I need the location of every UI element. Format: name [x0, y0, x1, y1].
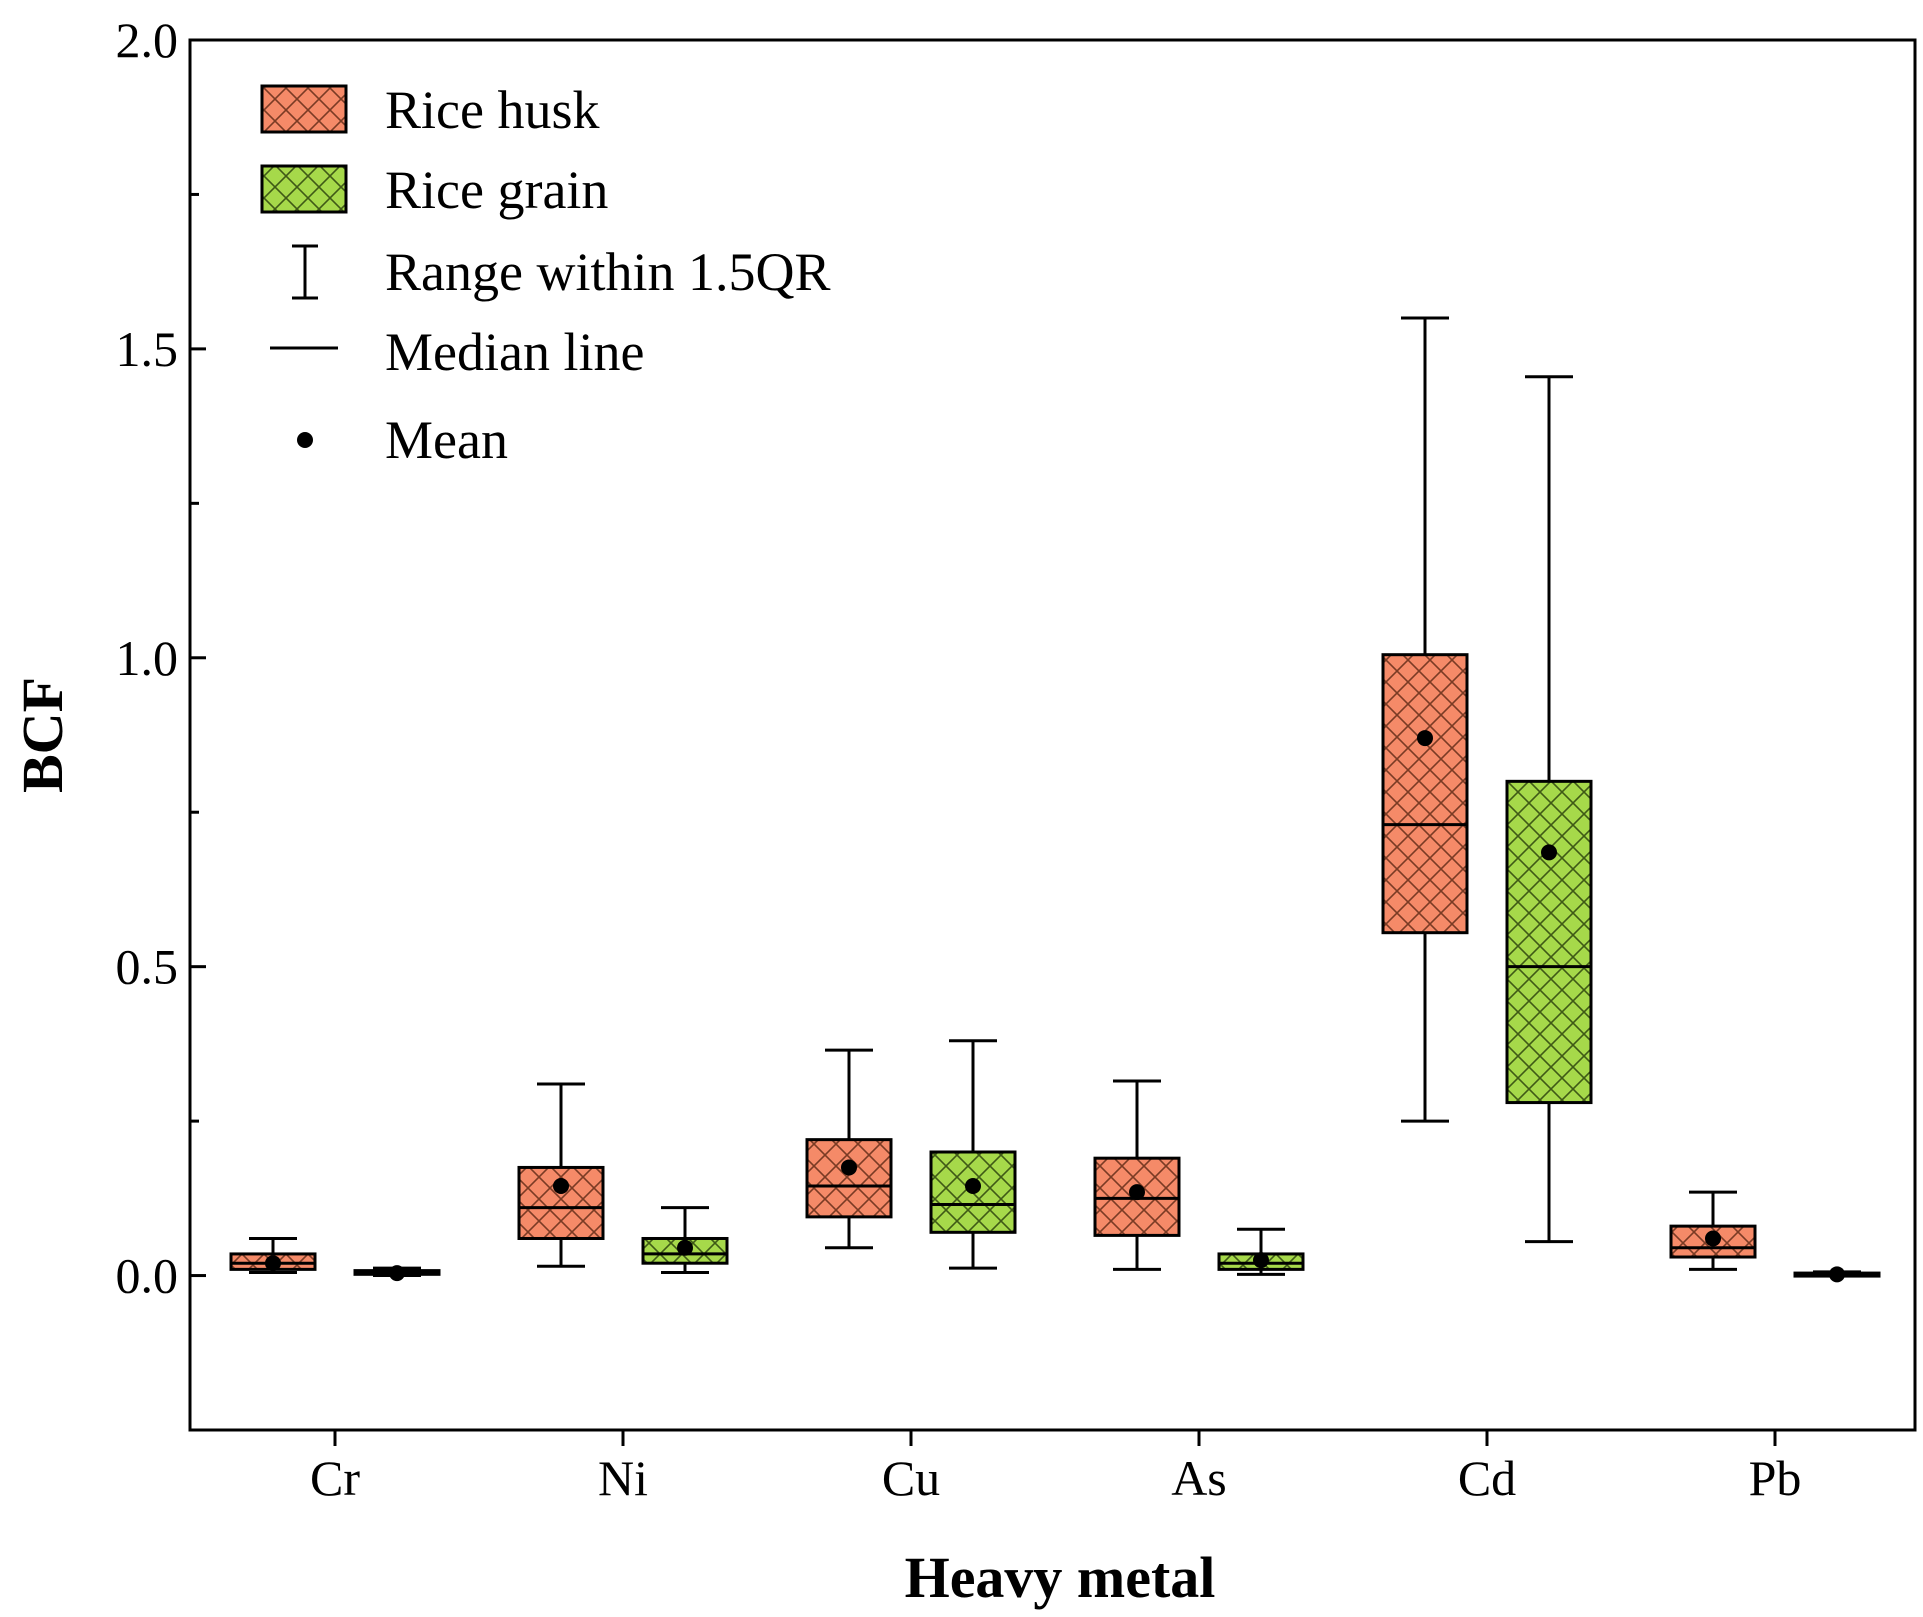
legend-swatch [260, 164, 348, 214]
mean-point [965, 1177, 981, 1194]
x-axis-title: Heavy metal [905, 1545, 1216, 1610]
iqr-box [1505, 779, 1593, 1105]
box-rice-grain-ni [641, 1206, 729, 1274]
x-tick-label: As [1171, 1450, 1227, 1506]
x-tick-label: Pb [1749, 1450, 1802, 1506]
box-rice-grain-as [1217, 1227, 1305, 1276]
y-axis-title: BCF [10, 677, 75, 793]
x-tick-label: Cu [882, 1450, 940, 1506]
box-rice-husk-cr [229, 1236, 317, 1274]
legend-label: Mean [385, 410, 508, 470]
legend: Rice husk Rice grain Range within 1.5QR Med… [260, 80, 830, 470]
legend-item-median: Median line [270, 322, 644, 382]
y-tick-label: 1.0 [116, 630, 179, 686]
iqr-box [805, 1138, 893, 1219]
legend-label: Rice husk [385, 80, 599, 140]
legend-label: Range within 1.5QR [385, 242, 830, 302]
x-tick-label: Cd [1458, 1450, 1516, 1506]
mean-point [1253, 1252, 1269, 1269]
mean-point [1705, 1230, 1721, 1247]
iqr-box [1381, 653, 1469, 935]
y-tick-label: 2.0 [116, 12, 179, 68]
x-tick-label: Cr [310, 1450, 360, 1506]
x-axis: Cr Ni Cu As Cd Pb [310, 1430, 1801, 1506]
x-tick-label: Ni [598, 1450, 648, 1506]
legend-label: Median line [385, 322, 644, 382]
box-rice-husk-cu [805, 1048, 893, 1250]
legend-item-mean: Mean [297, 410, 508, 470]
y-tick-label: 1.5 [116, 321, 179, 377]
legend-item-box-grain: Rice grain [260, 160, 608, 220]
legend-mean-symbol [297, 432, 313, 448]
box-rice-grain-cd [1505, 375, 1593, 1244]
box-rice-grain-cr [353, 1265, 441, 1282]
legend-swatch [260, 84, 348, 134]
mean-point [1417, 730, 1433, 747]
mean-point [1829, 1266, 1845, 1283]
legend-item-whisker: Range within 1.5QR [292, 242, 830, 302]
mean-point [1129, 1184, 1145, 1201]
legend-label: Rice grain [385, 160, 608, 220]
box-rice-husk-pb [1669, 1190, 1757, 1271]
mean-point [677, 1239, 693, 1256]
mean-point [1541, 844, 1557, 861]
box-rice-grain-cu [929, 1039, 1017, 1270]
box-series-group [229, 316, 1881, 1283]
y-tick-label: 0.0 [116, 1248, 179, 1304]
box-rice-husk-ni [517, 1082, 605, 1268]
mean-point [553, 1177, 569, 1194]
box-rice-husk-as [1093, 1079, 1181, 1271]
legend-item-box-husk: Rice husk [260, 80, 599, 140]
plot-frame [188, 38, 1917, 1432]
box-rice-husk-cd [1381, 316, 1469, 1123]
box-rice-grain-pb [1793, 1266, 1881, 1283]
y-tick-label: 0.5 [116, 939, 179, 995]
y-axis: 0.0 0.5 1.0 1.5 2.0 [116, 12, 206, 1432]
mean-point [841, 1159, 857, 1176]
mean-point [389, 1265, 405, 1282]
mean-point [265, 1255, 281, 1272]
